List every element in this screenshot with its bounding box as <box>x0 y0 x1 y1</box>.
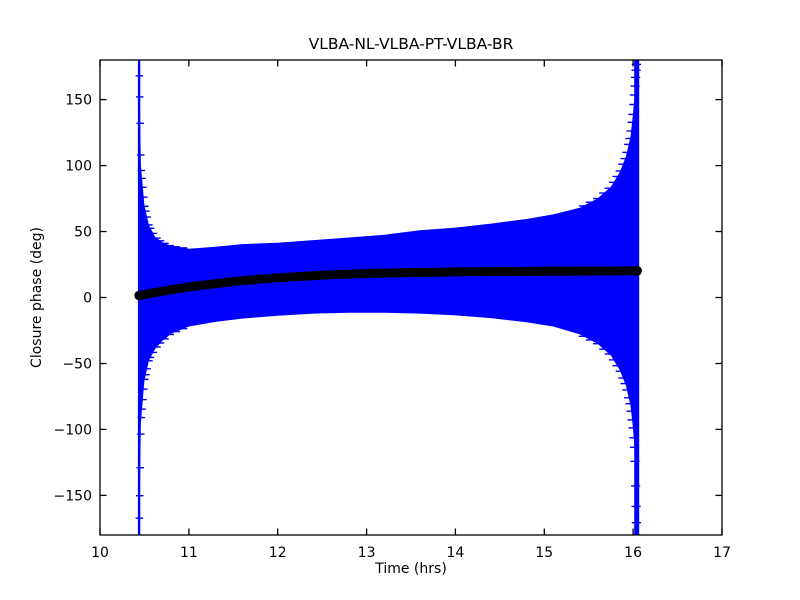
model-curve-start-marker <box>134 290 144 301</box>
errorbar-band <box>139 60 637 535</box>
chart-layers: 10 11 12 13 14 15 16 17 −150 −100 −50 0 50 100 150 <box>54 59 731 561</box>
x-tick-label: 14 <box>446 545 464 561</box>
x-tick-label: 10 <box>91 545 109 561</box>
y-tick-label: −100 <box>54 422 92 438</box>
x-tick-label: 15 <box>535 545 553 561</box>
model-curve-end-marker <box>631 265 642 276</box>
x-tick-label: 16 <box>624 545 642 561</box>
x-axis-label: Time (hrs) <box>374 561 447 577</box>
x-tick-label: 17 <box>713 545 731 561</box>
model-curve <box>134 266 642 300</box>
y-tick-label: 100 <box>65 159 92 175</box>
x-tick-label: 11 <box>180 545 198 561</box>
y-tick-label: −150 <box>54 488 92 504</box>
y-tick-label: −50 <box>62 357 92 373</box>
chart-title: VLBA-NL-VLBA-PT-VLBA-BR <box>309 35 514 53</box>
y-tick-label: 150 <box>65 93 92 109</box>
x-tick-label: 13 <box>358 545 376 561</box>
y-axis-label: Closure phase (deg) <box>29 227 45 368</box>
y-tick-label: 0 <box>83 291 92 307</box>
x-tick-label: 12 <box>269 545 287 561</box>
data-layer <box>134 60 642 535</box>
y-tick-label: 50 <box>74 225 92 241</box>
